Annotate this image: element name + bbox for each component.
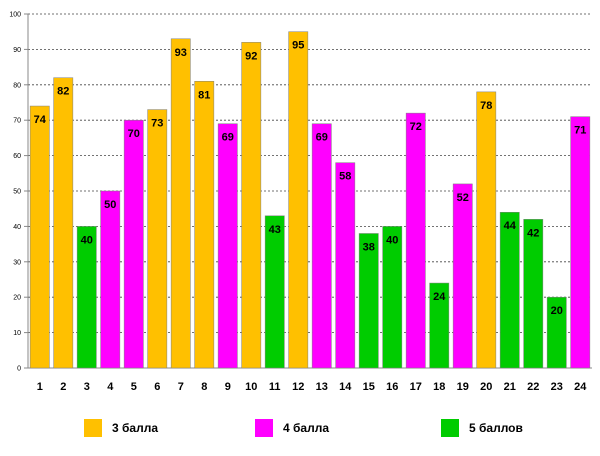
bar [452, 183, 473, 369]
x-tick-label: 22 [527, 381, 539, 393]
x-tick-label: 23 [551, 381, 563, 393]
legend-swatch-4 [255, 419, 273, 437]
y-tick-label: 40 [13, 224, 21, 231]
bar-value-label: 38 [363, 241, 375, 253]
bar [53, 77, 74, 369]
y-tick-label: 90 [13, 47, 21, 54]
bar [429, 282, 450, 369]
bar-value-label: 42 [527, 227, 539, 239]
x-tick-label: 7 [178, 381, 184, 393]
bar-value-label: 81 [198, 89, 210, 101]
y-tick-label: 30 [13, 259, 21, 266]
y-tick-label: 10 [13, 330, 21, 337]
legend-swatch-3 [84, 419, 102, 437]
bar [523, 219, 544, 369]
x-tick-label: 9 [225, 381, 231, 393]
bar-value-label: 92 [245, 50, 257, 62]
bar [194, 81, 215, 369]
y-tick-label: 80 [13, 82, 21, 89]
bar-value-label: 69 [222, 132, 234, 144]
y-tick-label: 60 [13, 153, 21, 160]
bar [76, 226, 97, 369]
x-tick-label: 18 [433, 381, 445, 393]
legend-label-5: 5 баллов [469, 421, 523, 435]
y-tick-label: 0 [17, 366, 21, 373]
bar-value-label: 52 [457, 192, 469, 204]
legend-item-3: 3 балла [84, 418, 158, 438]
bar [123, 119, 144, 369]
bar-value-label: 82 [57, 86, 69, 98]
bar-value-label: 40 [81, 234, 93, 246]
legend-label-3: 3 балла [112, 421, 159, 435]
bar [335, 162, 356, 369]
y-tick-label: 100 [9, 12, 21, 19]
x-tick-label: 8 [201, 381, 207, 393]
x-tick-label: 6 [154, 381, 160, 393]
bar-value-label: 95 [292, 40, 304, 52]
x-tick-label: 16 [386, 381, 398, 393]
x-tick-label: 12 [292, 381, 304, 393]
bar-value-label: 71 [574, 125, 586, 137]
bar-value-label: 50 [104, 199, 116, 211]
bar-value-label: 20 [551, 305, 563, 317]
bar [358, 233, 379, 369]
x-tick-label: 1 [37, 381, 43, 393]
legend-item-5: 5 баллов [441, 418, 523, 438]
x-tick-label: 3 [84, 381, 90, 393]
bar-chart: 0102030405060708090100741822403504705736… [9, 12, 592, 393]
legend-item-4: 4 балла [255, 418, 329, 438]
bar-value-label: 69 [316, 132, 328, 144]
bar [476, 91, 497, 369]
bar [217, 123, 238, 369]
x-tick-label: 21 [504, 381, 516, 393]
bar [288, 31, 309, 369]
bar-value-label: 40 [386, 234, 398, 246]
bar [241, 42, 262, 369]
y-tick-label: 20 [13, 295, 21, 302]
x-tick-label: 14 [339, 381, 352, 393]
x-tick-label: 2 [60, 381, 66, 393]
x-tick-label: 11 [269, 381, 281, 393]
bar-value-label: 72 [410, 121, 422, 133]
bar [570, 116, 591, 369]
bar-value-label: 73 [151, 118, 163, 130]
x-tick-label: 13 [316, 381, 328, 393]
bar-value-label: 43 [269, 224, 281, 236]
bar [405, 112, 426, 369]
x-tick-label: 5 [131, 381, 137, 393]
bar [170, 38, 191, 369]
bar-value-label: 44 [504, 220, 517, 232]
legend-label-4: 4 балла [283, 421, 330, 435]
x-tick-label: 24 [574, 381, 587, 393]
bar [100, 190, 121, 369]
bar-value-label: 58 [339, 171, 351, 183]
bar-value-label: 93 [175, 47, 187, 59]
x-tick-label: 10 [245, 381, 257, 393]
bar-value-label: 24 [433, 291, 446, 303]
bar [546, 296, 567, 369]
bar [29, 105, 50, 369]
legend-swatch-5 [441, 419, 459, 437]
x-tick-label: 17 [410, 381, 422, 393]
bar-value-label: 78 [480, 100, 492, 112]
bar-value-label: 70 [128, 128, 140, 140]
x-tick-label: 15 [363, 381, 375, 393]
bar [311, 123, 332, 369]
y-tick-label: 50 [13, 189, 21, 196]
x-tick-label: 19 [457, 381, 469, 393]
y-tick-label: 70 [13, 118, 21, 125]
bar [147, 109, 168, 369]
bar-value-label: 74 [34, 114, 47, 126]
bar [499, 211, 520, 369]
x-tick-label: 20 [480, 381, 492, 393]
bar [264, 215, 285, 369]
x-tick-label: 4 [107, 381, 114, 393]
bar [382, 226, 403, 369]
